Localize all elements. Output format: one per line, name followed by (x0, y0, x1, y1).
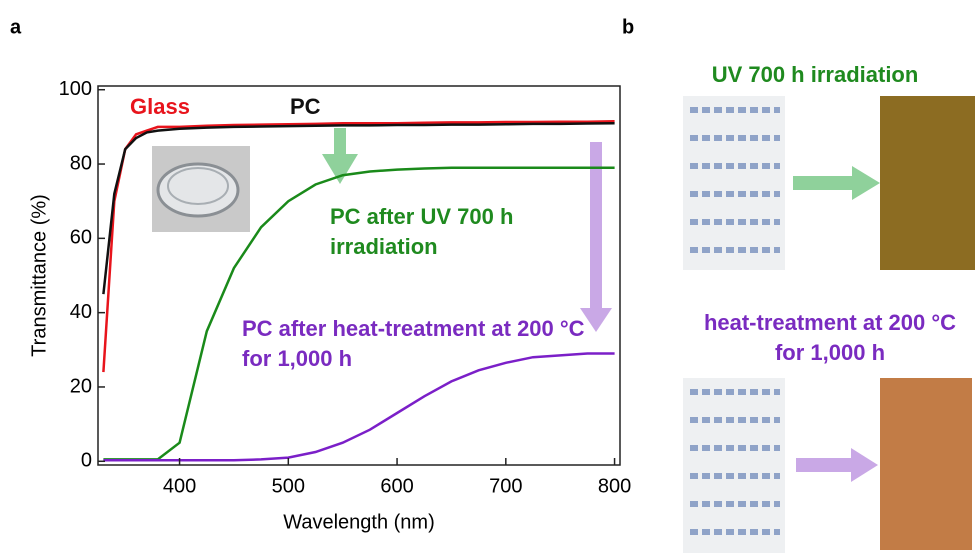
x-axis-title: Wavelength (nm) (283, 511, 435, 533)
photo-title: UV 700 h irradiation (711, 62, 919, 87)
x-tick-label: 800 (598, 475, 631, 497)
x-tick-label: 600 (380, 475, 413, 497)
series-label: PC (290, 94, 321, 119)
inset-photo (152, 146, 250, 232)
panel-label: a (10, 16, 22, 38)
x-tick-label: 500 (272, 475, 305, 497)
series-label: PC after heat-treatment at 200 °C for 1,… (242, 316, 585, 371)
y-tick-label: 100 (59, 78, 92, 100)
arrow (580, 142, 612, 332)
y-tick-label: 0 (81, 450, 92, 472)
arrow (322, 128, 358, 184)
panel-label: b (622, 16, 634, 38)
y-axis-title: Transmittance (%) (28, 194, 50, 357)
y-tick-label: 40 (70, 301, 92, 323)
x-tick-label: 400 (163, 475, 196, 497)
series-line (102, 121, 615, 295)
y-tick-label: 80 (70, 152, 92, 174)
series-line (103, 352, 615, 462)
photo-title: heat-treatment at 200 °C for 1,000 h (703, 310, 957, 365)
plot-frame (97, 85, 621, 466)
y-tick-label: 60 (70, 227, 92, 249)
y-tick-label: 20 (70, 375, 92, 397)
series-label: PC after UV 700 h irradiation (330, 204, 514, 259)
series-line (102, 120, 615, 373)
arrow (796, 448, 878, 482)
series-label: Glass (130, 94, 190, 119)
photo (683, 96, 975, 553)
x-tick-label: 700 (489, 475, 522, 497)
arrow (793, 166, 880, 200)
